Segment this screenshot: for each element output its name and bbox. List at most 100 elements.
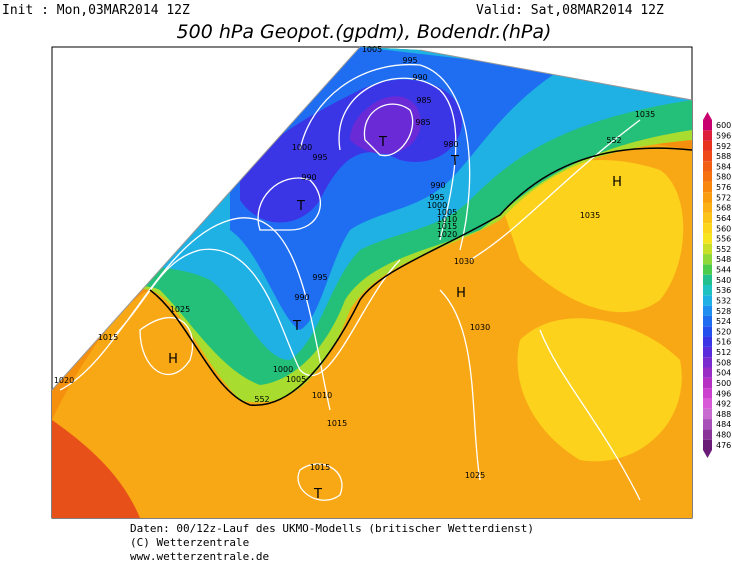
colorbar-tick-label: 568 <box>716 204 731 213</box>
isobar-label: 980 <box>443 140 458 149</box>
init-label: Init : Mon,03MAR2014 12Z <box>2 3 190 18</box>
colorbar-swatch <box>703 120 712 131</box>
isobar <box>439 289 481 481</box>
isobar <box>338 77 457 241</box>
field-purple <box>350 96 421 154</box>
isobar-label: 1015 <box>327 419 347 428</box>
isobar-label: 1005 <box>362 45 382 54</box>
colorbar-swatch <box>703 315 712 327</box>
isobar <box>297 463 343 501</box>
isobar-label: 1025 <box>170 305 190 314</box>
colorbar-tick-label: 488 <box>716 410 731 419</box>
colorbar-swatch <box>703 388 712 399</box>
colorbar-swatch <box>703 377 712 389</box>
colorbar-swatch <box>703 161 712 172</box>
isobar-label: 1015 <box>437 222 457 231</box>
map-labels: 1005995990985985980100099599099099510001… <box>54 45 655 502</box>
colorbar-tick-label: 556 <box>716 235 731 244</box>
contour-552 <box>149 147 692 406</box>
colorbar: 4764804844884924965005045085125165205245… <box>703 112 731 458</box>
colorbar-tick-label: 504 <box>716 369 731 378</box>
pressure-center: T <box>450 154 459 169</box>
colorbar-swatch <box>703 295 712 306</box>
isobar-label: 1000 <box>273 365 293 374</box>
colorbar-swatch <box>703 408 712 420</box>
colorbar-swatch <box>703 429 712 440</box>
isobar-label: 995 <box>312 153 327 162</box>
isobar-label: 1015 <box>98 333 118 342</box>
isobar-label: 1005 <box>286 375 306 384</box>
geopotential-contour <box>149 147 692 406</box>
colorbar-swatch <box>703 233 712 244</box>
colorbar-tick-label: 528 <box>716 307 731 316</box>
colorbar-tick-label: 548 <box>716 255 731 264</box>
colorbar-tick-label: 592 <box>716 142 731 151</box>
isobar-label: 1035 <box>580 211 600 220</box>
colorbar-tick-label: 552 <box>716 245 731 254</box>
isobar-label: 1030 <box>454 257 474 266</box>
colorbar-swatch <box>703 150 712 162</box>
colorbar-swatch <box>703 140 712 151</box>
isobar-label: 990 <box>412 73 427 82</box>
isobars <box>59 63 641 501</box>
colorbar-tick-label: 484 <box>716 420 731 429</box>
colorbar-swatch <box>703 326 712 337</box>
colorbar-swatch <box>703 336 712 347</box>
isobar-label: 995 <box>312 273 327 282</box>
colorbar-swatch <box>703 419 712 430</box>
isobar <box>59 217 331 411</box>
pressure-center: T <box>292 319 301 334</box>
isobar-label: 990 <box>294 293 309 302</box>
isobar-label: 1010 <box>312 391 332 400</box>
colorbar-tick-label: 564 <box>716 214 731 223</box>
colorbar-swatch <box>703 130 712 141</box>
map-title: 500 hPa Geopot.(gpdm), Bodendr.(hPa) <box>177 21 552 43</box>
colorbar-tick-label: 588 <box>716 152 731 161</box>
colorbar-tick-label: 532 <box>716 296 731 305</box>
field-yellow <box>500 160 684 313</box>
colorbar-swatch <box>703 264 712 275</box>
colorbar-swatch <box>703 305 712 316</box>
domain-edge <box>51 46 361 391</box>
colorbar-tick-label: 500 <box>716 379 731 388</box>
field-yellow <box>517 318 682 462</box>
colorbar-tick-label: 524 <box>716 317 731 326</box>
colorbar-tick-label: 508 <box>716 358 731 367</box>
isobar <box>539 329 641 501</box>
colorbar-tick-label: 584 <box>716 162 731 171</box>
colorbar-swatch <box>703 439 712 450</box>
isobar-label: 995 <box>429 193 444 202</box>
pressure-center: H <box>456 286 466 301</box>
isobar <box>299 63 471 251</box>
colorbar-tick-label: 540 <box>716 276 731 285</box>
colorbar-tick-label: 544 <box>716 266 731 275</box>
colorbar-tick-label: 492 <box>716 400 731 409</box>
contour-label: 552 <box>606 136 621 145</box>
colorbar-swatch <box>703 254 712 265</box>
colorbar-tick-label: 480 <box>716 431 731 440</box>
colorbar-swatch <box>703 357 712 368</box>
colorbar-swatch <box>703 223 712 234</box>
colorbar-swatch <box>703 212 712 224</box>
pressure-center: H <box>612 175 622 190</box>
isobar <box>469 119 641 261</box>
isobar-label: 990 <box>430 181 445 190</box>
colorbar-tick-label: 496 <box>716 389 731 398</box>
colorbar-swatch <box>703 202 712 213</box>
colorbar-tick-label: 520 <box>716 327 731 336</box>
colorbar-arrow <box>703 450 712 458</box>
colorbar-tick-label: 576 <box>716 183 731 192</box>
domain-edge <box>419 49 693 101</box>
colorbar-swatch <box>703 192 712 203</box>
isobar-label: 985 <box>416 96 431 105</box>
isobar-label: 1025 <box>465 471 485 480</box>
isobar-label: 1000 <box>427 201 447 210</box>
colorbar-tick-label: 476 <box>716 441 731 450</box>
field-red <box>52 420 140 518</box>
valid-label: Valid: Sat,08MAR2014 12Z <box>476 3 664 18</box>
colorbar-tick-label: 516 <box>716 338 731 347</box>
colorbar-tick-label: 580 <box>716 173 731 182</box>
isobar-label: 1010 <box>437 215 457 224</box>
isobar-label: 990 <box>301 173 316 182</box>
